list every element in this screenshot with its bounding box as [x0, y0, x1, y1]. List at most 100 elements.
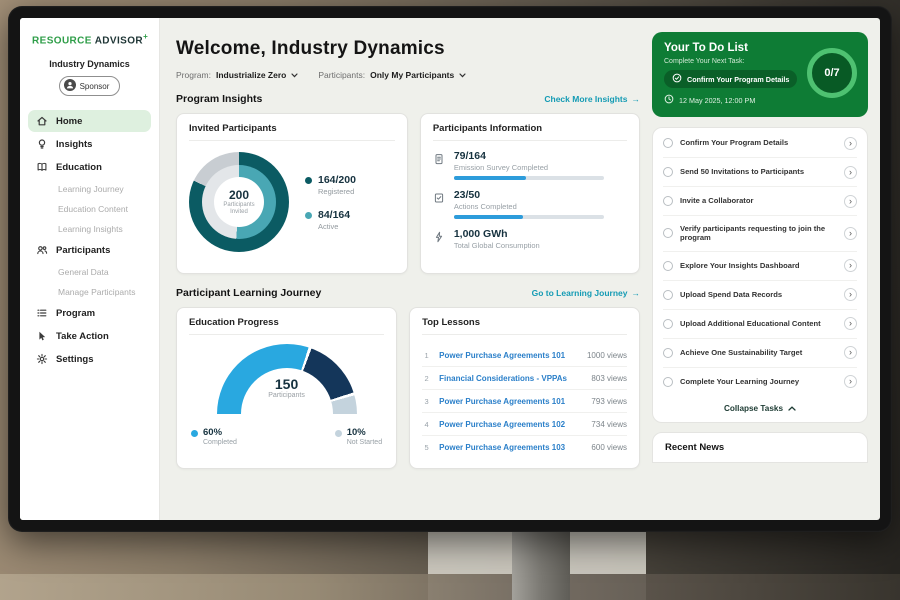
task-row-complete-journey[interactable]: Complete Your Learning Journey › [663, 368, 857, 396]
gauge-center: 150 Participants [217, 376, 357, 399]
gear-icon [36, 353, 48, 365]
task-row-upload-spend-data[interactable]: Upload Spend Data Records › [663, 281, 857, 310]
sidebar-item-label: Program [56, 308, 95, 319]
task-row-achieve-target[interactable]: Achieve One Sustainability Target › [663, 339, 857, 368]
task-checkbox[interactable] [663, 138, 673, 148]
task-chevron-icon[interactable]: › [844, 166, 857, 179]
journey-cards: Education Progress 150 Participants [176, 307, 640, 469]
legend-not-started: 10% Not Started [335, 427, 382, 446]
sidebar-item-label: Education [56, 162, 102, 173]
todo-progress-ring: 0/7 [807, 48, 857, 98]
sidebar-item-learning-insights[interactable]: Learning Insights [28, 219, 151, 238]
notstarted-legend-dot [335, 430, 342, 437]
go-to-learning-journey-link[interactable]: Go to Learning Journey → [532, 288, 640, 298]
task-row-verify-participants[interactable]: Verify participants requesting to join t… [663, 216, 857, 252]
task-chevron-icon[interactable]: › [844, 375, 857, 388]
task-row-explore-insights[interactable]: Explore Your Insights Dashboard › [663, 252, 857, 281]
lesson-row: 1 Power Purchase Agreements 101 1000 vie… [422, 344, 627, 367]
card-title: Invited Participants [189, 123, 395, 141]
brand-primary: RESOURCE [32, 35, 92, 46]
sidebar: RESOURCE ADVISOR+ Industry Dynamics Spon… [20, 18, 160, 520]
main-content: Welcome, Industry Dynamics Program: Indu… [160, 18, 640, 520]
sidebar-item-label: Home [56, 116, 82, 127]
task-chevron-icon[interactable]: › [844, 346, 857, 359]
sidebar-item-general-data[interactable]: General Data [28, 262, 151, 281]
legend-active: 84/164 Active [305, 209, 356, 231]
task-chevron-icon[interactable]: › [844, 317, 857, 330]
task-checkbox[interactable] [663, 290, 673, 300]
stat-consumption: 1,000 GWh Total Global Consumption [433, 228, 627, 254]
donut-center-value: 200 [229, 188, 249, 202]
task-row-invite-collaborator[interactable]: Invite a Collaborator › [663, 187, 857, 216]
survey-icon [433, 150, 446, 180]
recent-news-header: Recent News [652, 432, 868, 463]
completed-legend-dot [191, 430, 198, 437]
sidebar-item-participants[interactable]: Participants [28, 239, 151, 261]
todo-panel: Your To Do List Complete Your Next Task:… [652, 32, 868, 520]
lesson-row: 4 Power Purchase Agreements 102 734 view… [422, 413, 627, 436]
sidebar-item-take-action[interactable]: Take Action [28, 325, 151, 347]
check-more-insights-link[interactable]: Check More Insights → [544, 94, 640, 104]
section-title: Participant Learning Journey [176, 287, 321, 299]
lesson-link[interactable]: Power Purchase Agreements 102 [439, 420, 583, 429]
monitor-stand [512, 531, 570, 600]
task-chevron-icon[interactable]: › [844, 137, 857, 150]
sidebar-item-home[interactable]: Home [28, 110, 151, 132]
donut-center: 200 Participants Invited [214, 177, 264, 227]
participants-dropdown[interactable]: Participants: Only My Participants [318, 70, 466, 80]
bulb-icon [36, 138, 48, 150]
task-row-send-invitations[interactable]: Send 50 Invitations to Participants › [663, 158, 857, 187]
lesson-link[interactable]: Power Purchase Agreements 103 [439, 443, 583, 452]
lesson-link[interactable]: Power Purchase Agreements 101 [439, 351, 579, 360]
task-checkbox[interactable] [663, 196, 673, 206]
sidebar-item-insights[interactable]: Insights [28, 133, 151, 155]
sidebar-item-settings[interactable]: Settings [28, 348, 151, 370]
lesson-row: 2 Financial Considerations - VPPAs 803 v… [422, 367, 627, 390]
chevron-down-icon [291, 70, 298, 80]
registered-legend-dot [305, 177, 312, 184]
program-value: Industrialize Zero [216, 70, 286, 80]
next-task-pill[interactable]: Confirm Your Program Details [664, 70, 797, 88]
sidebar-item-manage-participants[interactable]: Manage Participants [28, 282, 151, 301]
insights-cards: Invited Participants 200 Participants In… [176, 113, 640, 274]
program-dropdown[interactable]: Program: Industrialize Zero [176, 70, 298, 80]
task-chevron-icon[interactable]: › [844, 259, 857, 272]
book-icon [36, 161, 48, 173]
program-insights-header: Program Insights Check More Insights → [176, 93, 640, 105]
collapse-tasks-button[interactable]: Collapse Tasks [663, 396, 857, 419]
stat-emission-survey: 79/164 Emission Survey Completed [433, 150, 627, 180]
arrow-right-icon: → [632, 94, 641, 104]
page-title: Welcome, Industry Dynamics [176, 38, 640, 60]
cursor-icon [36, 330, 48, 342]
task-checkbox[interactable] [663, 348, 673, 358]
sidebar-item-label: Participants [56, 245, 110, 256]
task-chevron-icon[interactable]: › [844, 195, 857, 208]
task-checkbox[interactable] [663, 261, 673, 271]
participants-information-card: Participants Information 79/164 Emission… [420, 113, 640, 274]
sidebar-item-education-content[interactable]: Education Content [28, 199, 151, 218]
task-checkbox[interactable] [663, 377, 673, 387]
task-chevron-icon[interactable]: › [844, 288, 857, 301]
legend-completed: 60% Completed [191, 427, 237, 446]
org-name: Industry Dynamics [20, 59, 159, 69]
sidebar-item-learning-journey[interactable]: Learning Journey [28, 179, 151, 198]
legend-registered: 164/200 Registered [305, 174, 356, 196]
sponsor-badge[interactable]: Sponsor [59, 76, 121, 96]
lesson-link[interactable]: Power Purchase Agreements 101 [439, 397, 583, 406]
people-icon [36, 244, 48, 256]
energy-icon [433, 228, 446, 254]
donut-center-label: Participants Invited [218, 202, 260, 217]
lesson-link[interactable]: Financial Considerations - VPPAs [439, 374, 583, 383]
clock-icon [664, 94, 674, 106]
task-row-upload-educational-content[interactable]: Upload Additional Educational Content › [663, 310, 857, 339]
stat-bar-fill [454, 215, 523, 219]
sidebar-item-education[interactable]: Education [28, 156, 151, 178]
task-checkbox[interactable] [663, 319, 673, 329]
task-checkbox[interactable] [663, 228, 673, 238]
task-chevron-icon[interactable]: › [844, 227, 857, 240]
task-row-confirm-details[interactable]: Confirm Your Program Details › [663, 129, 857, 158]
brand-plus: + [143, 32, 148, 41]
sidebar-item-program[interactable]: Program [28, 302, 151, 324]
task-checkbox[interactable] [663, 167, 673, 177]
lesson-row: 5 Power Purchase Agreements 103 600 view… [422, 436, 627, 458]
